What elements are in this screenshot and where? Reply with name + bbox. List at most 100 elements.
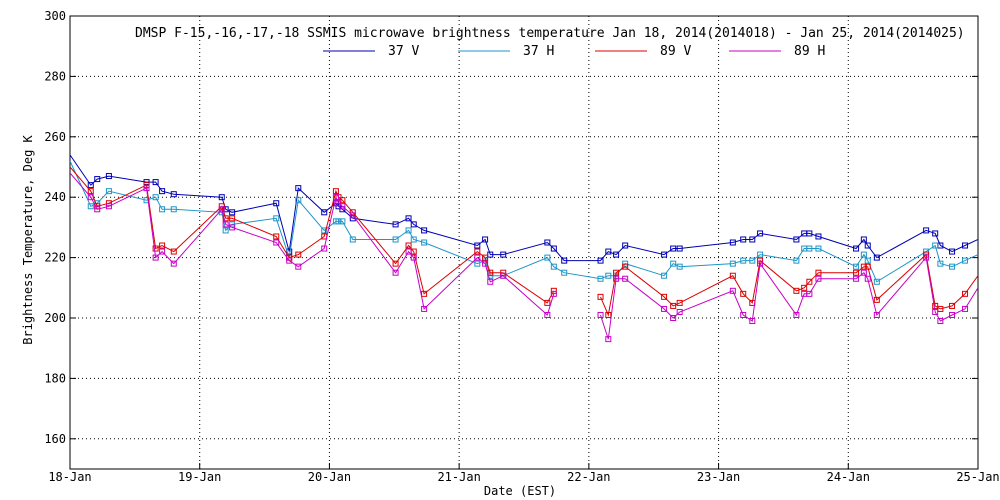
data-point-37v xyxy=(544,239,551,246)
series-line-37v xyxy=(70,154,978,262)
data-point-89h xyxy=(339,203,346,210)
data-point-37h xyxy=(793,257,800,264)
y-tick-label: 260 xyxy=(44,130,66,144)
data-point-37h xyxy=(661,272,668,279)
x-tick-label: 23-Jan xyxy=(697,470,740,484)
data-point-37v xyxy=(500,251,507,258)
data-point-89h xyxy=(410,254,417,261)
data-point-89h xyxy=(335,200,342,207)
data-point-89h xyxy=(860,269,867,276)
data-point-89v xyxy=(661,293,668,300)
data-point-89h xyxy=(749,318,756,325)
data-point-37h xyxy=(474,260,481,267)
data-point-89h xyxy=(676,308,683,315)
data-point-89v xyxy=(962,290,969,297)
data-point-89v xyxy=(853,269,860,276)
data-point-89h xyxy=(613,275,620,282)
data-point-37v xyxy=(273,200,280,207)
data-point-89h xyxy=(332,194,339,201)
data-point-37v xyxy=(561,257,568,264)
data-point-37h xyxy=(159,206,166,213)
data-point-89v xyxy=(937,305,944,312)
data-point-37h xyxy=(864,257,871,264)
data-point-37h xyxy=(321,227,328,234)
data-point-37h xyxy=(729,260,736,267)
x-tick-label: 22-Jan xyxy=(567,470,610,484)
data-point-89v xyxy=(793,287,800,294)
data-point-89h xyxy=(873,311,880,318)
data-point-37h xyxy=(806,245,813,252)
data-point-89v xyxy=(405,242,412,249)
data-point-37h xyxy=(339,218,346,225)
data-point-89h xyxy=(143,185,150,192)
data-point-89h xyxy=(94,206,101,213)
data-point-37v xyxy=(474,242,481,249)
data-point-89h xyxy=(605,336,612,343)
data-point-37v xyxy=(729,239,736,246)
data-point-89h xyxy=(474,254,481,261)
data-point-89h xyxy=(937,318,944,325)
data-point-89v xyxy=(873,296,880,303)
data-point-37h xyxy=(937,260,944,267)
legend-label-89v: 89 V xyxy=(660,44,691,59)
data-point-89h xyxy=(793,311,800,318)
series-line-89v xyxy=(70,166,555,304)
y-tick-label: 200 xyxy=(44,311,66,325)
x-tick-label: 20-Jan xyxy=(308,470,351,484)
data-point-37v xyxy=(152,179,159,186)
data-point-89h xyxy=(500,272,507,279)
data-point-89h xyxy=(864,275,871,282)
data-point-37v xyxy=(622,242,629,249)
data-point-89v xyxy=(605,311,612,318)
data-point-37h xyxy=(932,242,939,249)
data-point-37h xyxy=(962,257,969,264)
data-point-37h xyxy=(757,251,764,258)
data-point-37v xyxy=(873,254,880,261)
data-point-37h xyxy=(87,203,94,210)
data-point-37h xyxy=(392,236,399,243)
data-point-37v xyxy=(105,173,112,180)
data-point-37v xyxy=(229,209,236,216)
y-tick-label: 160 xyxy=(44,432,66,446)
data-point-89h xyxy=(87,194,94,201)
data-point-37v xyxy=(949,248,956,255)
x-tick-label: 19-Jan xyxy=(178,470,221,484)
data-point-37v xyxy=(853,245,860,252)
data-point-89v xyxy=(815,269,822,276)
data-point-89v xyxy=(482,254,489,261)
legend-label-37v: 37 V xyxy=(388,44,419,59)
data-point-89h xyxy=(815,275,822,282)
data-point-89h xyxy=(295,263,302,270)
data-point-37v xyxy=(159,188,166,195)
data-point-89h xyxy=(482,260,489,267)
data-point-89v xyxy=(295,251,302,258)
data-point-37v xyxy=(860,236,867,243)
data-point-37v xyxy=(806,230,813,237)
data-point-89v xyxy=(339,197,346,204)
data-point-37h xyxy=(740,257,747,264)
data-point-89h xyxy=(550,290,557,297)
data-point-37h xyxy=(749,257,756,264)
data-point-89h xyxy=(740,311,747,318)
data-point-89h xyxy=(487,278,494,285)
data-point-37v xyxy=(932,230,939,237)
x-tick-label: 18-Jan xyxy=(48,470,91,484)
data-point-37v xyxy=(482,236,489,243)
data-point-37v xyxy=(421,227,428,234)
series-line-37h xyxy=(70,160,978,283)
data-point-37h xyxy=(550,263,557,270)
data-point-89v xyxy=(860,263,867,270)
data-point-37h xyxy=(421,239,428,246)
data-point-89h xyxy=(853,275,860,282)
data-point-37v xyxy=(487,251,494,258)
data-point-89h xyxy=(349,212,356,219)
data-point-89h xyxy=(218,206,225,213)
data-point-37h xyxy=(410,236,417,243)
data-point-89v xyxy=(87,188,94,195)
data-point-37h xyxy=(544,254,551,261)
data-point-89h xyxy=(392,269,399,276)
data-point-37h xyxy=(815,245,822,252)
series-line-89h xyxy=(70,172,555,316)
data-point-89v xyxy=(474,248,481,255)
